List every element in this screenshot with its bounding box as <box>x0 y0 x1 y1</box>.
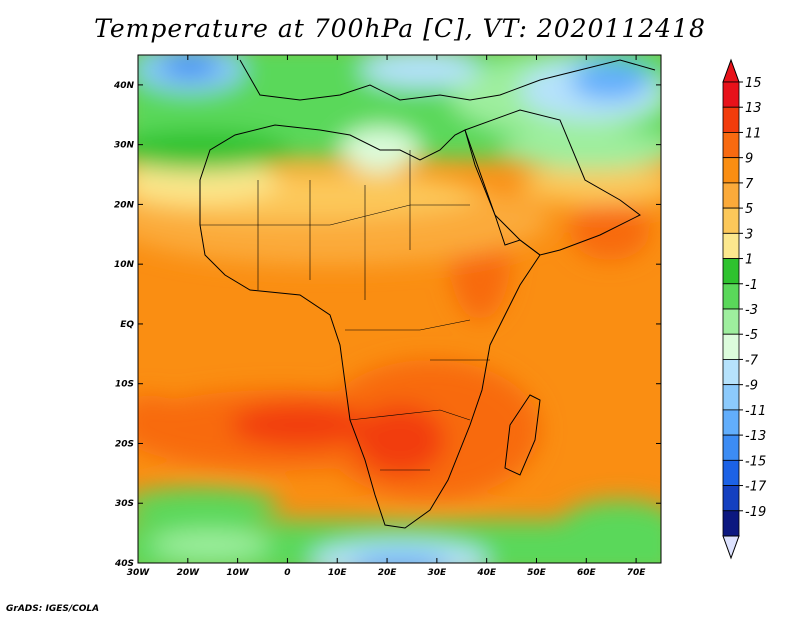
border-lines <box>200 150 490 471</box>
colorbar-swatch <box>722 510 740 537</box>
colorbar-label: -11 <box>745 404 766 419</box>
colorbar-label: -5 <box>745 328 758 343</box>
lat-tick-label: 10S <box>115 380 134 390</box>
colorbar-label: 11 <box>745 126 762 141</box>
colorbar-label: 5 <box>745 202 753 217</box>
madagascar-coastline <box>504 394 541 476</box>
coastlines <box>199 59 656 529</box>
colorbar-swatch <box>722 232 740 259</box>
lon-tick-label: 10W <box>226 568 250 578</box>
colorbar-swatch <box>722 384 740 411</box>
africa-coastline <box>199 124 541 529</box>
colorbar-swatch <box>722 459 740 486</box>
temperature-field <box>138 55 661 563</box>
lon-tick-label: 60E <box>577 568 597 578</box>
map-title: Temperature at 700hPa [C], VT: 202011241… <box>94 14 706 43</box>
grads-credit: GrADS: IGES/COLA <box>6 604 100 614</box>
lat-tick-label: 40N <box>113 81 135 91</box>
map-frame <box>137 54 662 564</box>
colorbar: 15 13 11 9 7 5 3 1 -1 -3 -5 -7 -9 -11 -13 -15 -17 -19 <box>722 58 767 560</box>
lon-tick-label: 30E <box>428 568 448 578</box>
colorbar-label: -7 <box>745 353 759 368</box>
colorbar-swatch <box>722 409 740 436</box>
lat-tick-label: EQ <box>120 320 134 330</box>
colorbar-label: -1 <box>745 278 758 293</box>
colorbar-label: 3 <box>745 227 753 242</box>
colorbar-label: -9 <box>745 379 758 394</box>
colorbar-label: -15 <box>745 454 766 469</box>
colorbar-label: 15 <box>745 76 762 91</box>
lon-tick-label: 0 <box>284 568 290 578</box>
lat-tick-label: 30N <box>114 141 135 151</box>
lat-tick-label: 30S <box>115 499 134 509</box>
colorbar-bottom-arrow <box>722 535 740 560</box>
europe-coastline <box>239 59 656 101</box>
colorbar-top-arrow <box>722 58 740 83</box>
colorbar-swatch <box>722 308 740 335</box>
colorbar-label: -13 <box>745 429 766 444</box>
lon-tick-label: 30W <box>127 568 151 578</box>
colorbar-swatch <box>722 283 740 310</box>
colorbar-swatch <box>722 106 740 133</box>
colorbar-swatch <box>722 157 740 184</box>
lon-tick-label: 20W <box>177 568 201 578</box>
lon-tick-label: 70E <box>627 568 647 578</box>
colorbar-label: -3 <box>745 303 758 318</box>
lon-tick-label: 20E <box>378 568 398 578</box>
lat-tick-label: 10N <box>114 260 135 270</box>
colorbar-label: -17 <box>745 480 767 495</box>
colorbar-swatch <box>722 434 740 461</box>
lon-tick-label: 10E <box>328 568 348 578</box>
lat-tick-label: 20S <box>115 439 134 449</box>
colorbar-swatch <box>722 333 740 360</box>
colorbar-swatch <box>722 81 740 108</box>
colorbar-swatch <box>722 485 740 512</box>
lat-tick-label: 20N <box>114 200 135 210</box>
colorbar-swatch <box>722 182 740 209</box>
colorbar-label: 1 <box>745 253 753 268</box>
colorbar-label: 7 <box>745 177 754 192</box>
colorbar-label: 13 <box>745 101 762 116</box>
colorbar-label: -19 <box>745 505 766 520</box>
lat-tick-label: 40S <box>114 559 134 569</box>
colorbar-swatch <box>722 132 740 159</box>
lon-tick-label: 40E <box>476 568 497 578</box>
arabia-coastline <box>464 109 641 256</box>
colorbar-swatch <box>722 258 740 285</box>
colorbar-swatch <box>722 207 740 234</box>
colorbar-label: 9 <box>745 152 753 167</box>
lon-tick-label: 50E <box>527 568 547 578</box>
colorbar-swatch <box>722 359 740 386</box>
